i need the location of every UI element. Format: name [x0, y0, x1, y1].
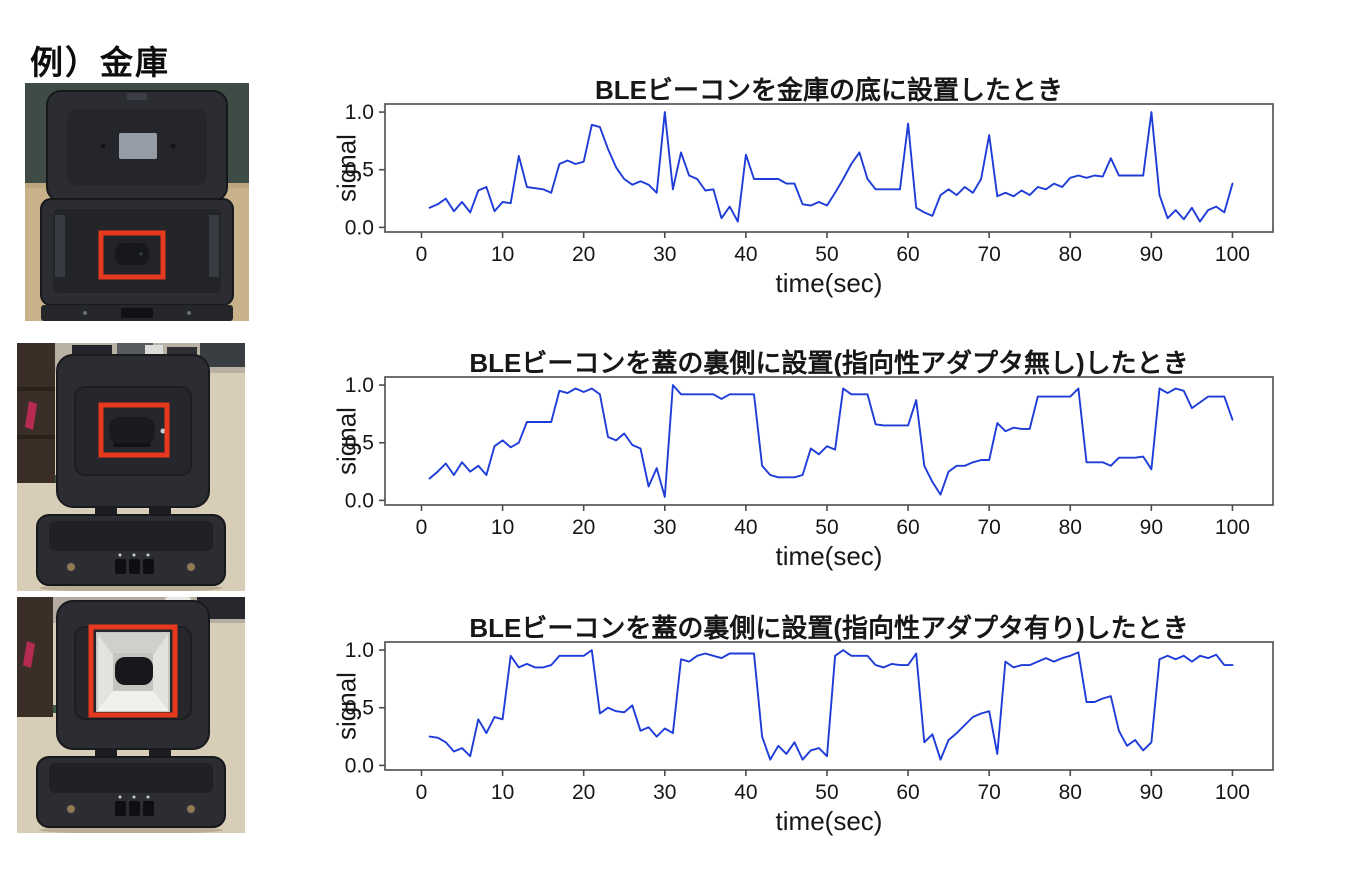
chart-beacon-bottom: BLEビーコンを金庫の底に設置したとき signal 0 10 20 30 40 50 60… [330, 72, 1335, 307]
svg-text:10: 10 [491, 516, 514, 539]
svg-text:100: 100 [1215, 516, 1250, 539]
svg-text:90: 90 [1140, 243, 1163, 266]
svg-text:80: 80 [1059, 781, 1082, 804]
svg-text:0.5: 0.5 [345, 432, 374, 455]
svg-text:50: 50 [815, 516, 838, 539]
svg-text:10: 10 [491, 781, 514, 804]
chart-canvas: 0 10 20 30 40 50 60 70 80 90 100 0.0 0.5 1.0 [345, 639, 1274, 804]
svg-text:0: 0 [416, 243, 428, 266]
svg-text:40: 40 [734, 516, 757, 539]
beacon-shadow [113, 443, 151, 447]
safe-photo-lid-with-adapter [17, 597, 245, 833]
svg-text:80: 80 [1059, 516, 1082, 539]
svg-text:40: 40 [734, 781, 757, 804]
svg-text:1.0: 1.0 [345, 101, 374, 124]
beacon-led [160, 428, 166, 434]
svg-text:0.5: 0.5 [345, 697, 374, 720]
svg-text:0: 0 [416, 516, 428, 539]
svg-text:40: 40 [734, 243, 757, 266]
svg-text:70: 70 [977, 781, 1000, 804]
signal-line-series [428, 111, 1234, 223]
svg-text:1.0: 1.0 [345, 374, 374, 397]
svg-text:30: 30 [653, 243, 676, 266]
signal-line-series [428, 649, 1234, 761]
chart-title: BLEビーコンを金庫の底に設置したとき [594, 75, 1063, 105]
beacon-highlight-box [88, 624, 178, 718]
svg-text:20: 20 [572, 516, 595, 539]
svg-text:30: 30 [653, 781, 676, 804]
x-axis-label: time(sec) [775, 541, 883, 571]
safe-body [36, 514, 226, 586]
page-title: 例）金庫 [30, 44, 170, 82]
safe-body [36, 756, 226, 828]
svg-text:50: 50 [815, 781, 838, 804]
beacon-led [139, 252, 143, 256]
chart-title: BLEビーコンを蓋の裏側に設置(指向性アダプタ有り)したとき [469, 613, 1189, 643]
svg-text:0.0: 0.0 [345, 489, 374, 512]
svg-text:20: 20 [572, 243, 595, 266]
svg-text:1.0: 1.0 [345, 639, 374, 662]
svg-text:90: 90 [1140, 516, 1163, 539]
svg-text:30: 30 [653, 516, 676, 539]
chart-canvas: 0 10 20 30 40 50 60 70 80 90 100 0.0 0.5 1.0 [345, 374, 1274, 539]
svg-text:0.0: 0.0 [345, 216, 374, 239]
safe-photo-bottom-canvas [25, 83, 249, 321]
x-axis-label: time(sec) [775, 268, 883, 298]
svg-text:20: 20 [572, 781, 595, 804]
svg-text:0.0: 0.0 [345, 754, 374, 777]
x-axis-label: time(sec) [775, 806, 883, 836]
safe-photo-lid-no-adapter [17, 343, 245, 591]
beacon-highlight-box [98, 230, 166, 280]
safe-lid-open [46, 90, 228, 202]
svg-text:100: 100 [1215, 243, 1250, 266]
svg-text:70: 70 [977, 243, 1000, 266]
svg-text:60: 60 [896, 516, 919, 539]
chart-canvas: 0 10 20 30 40 50 60 70 80 90 100 0.0 0.5 1.0 [345, 101, 1274, 266]
svg-text:90: 90 [1140, 781, 1163, 804]
svg-text:60: 60 [896, 781, 919, 804]
ble-beacon [115, 243, 149, 265]
safe-photo-lid-with-adapter-canvas [17, 597, 245, 833]
svg-text:80: 80 [1059, 243, 1082, 266]
svg-text:60: 60 [896, 243, 919, 266]
ble-beacon [115, 657, 153, 685]
chart-title: BLEビーコンを蓋の裏側に設置(指向性アダプタ無し)したとき [469, 348, 1189, 378]
svg-text:10: 10 [491, 243, 514, 266]
safe-photo-lid-no-adapter-canvas [17, 343, 245, 591]
ble-beacon [109, 417, 155, 445]
svg-text:0.5: 0.5 [345, 159, 374, 182]
signal-line-series [428, 384, 1234, 498]
svg-text:100: 100 [1215, 781, 1250, 804]
safe-photo-bottom [25, 83, 249, 321]
svg-text:70: 70 [977, 516, 1000, 539]
svg-text:0: 0 [416, 781, 428, 804]
beacon-highlight-box [98, 402, 170, 458]
svg-text:50: 50 [815, 243, 838, 266]
